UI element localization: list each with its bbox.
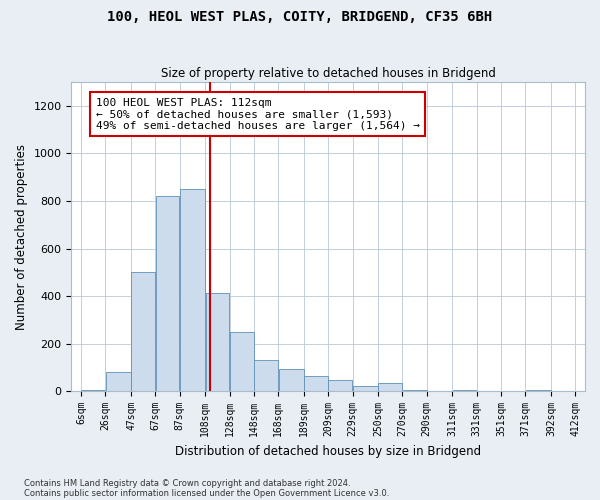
- Text: 100, HEOL WEST PLAS, COITY, BRIDGEND, CF35 6BH: 100, HEOL WEST PLAS, COITY, BRIDGEND, CF…: [107, 10, 493, 24]
- Bar: [230, 332, 254, 391]
- Bar: [131, 272, 155, 391]
- Text: Contains HM Land Registry data © Crown copyright and database right 2024.: Contains HM Land Registry data © Crown c…: [24, 478, 350, 488]
- Bar: [82, 390, 105, 391]
- Bar: [379, 383, 402, 391]
- Bar: [180, 189, 205, 391]
- X-axis label: Distribution of detached houses by size in Bridgend: Distribution of detached houses by size …: [175, 444, 481, 458]
- Bar: [403, 390, 427, 391]
- Text: Contains public sector information licensed under the Open Government Licence v3: Contains public sector information licen…: [24, 488, 389, 498]
- Bar: [254, 360, 278, 391]
- Bar: [155, 196, 179, 391]
- Y-axis label: Number of detached properties: Number of detached properties: [15, 144, 28, 330]
- Bar: [526, 390, 551, 391]
- Bar: [353, 386, 378, 391]
- Title: Size of property relative to detached houses in Bridgend: Size of property relative to detached ho…: [161, 66, 496, 80]
- Bar: [106, 372, 131, 391]
- Bar: [452, 390, 476, 391]
- Bar: [278, 368, 304, 391]
- Bar: [206, 292, 229, 391]
- Bar: [304, 376, 328, 391]
- Bar: [328, 380, 352, 391]
- Text: 100 HEOL WEST PLAS: 112sqm
← 50% of detached houses are smaller (1,593)
49% of s: 100 HEOL WEST PLAS: 112sqm ← 50% of deta…: [96, 98, 420, 130]
